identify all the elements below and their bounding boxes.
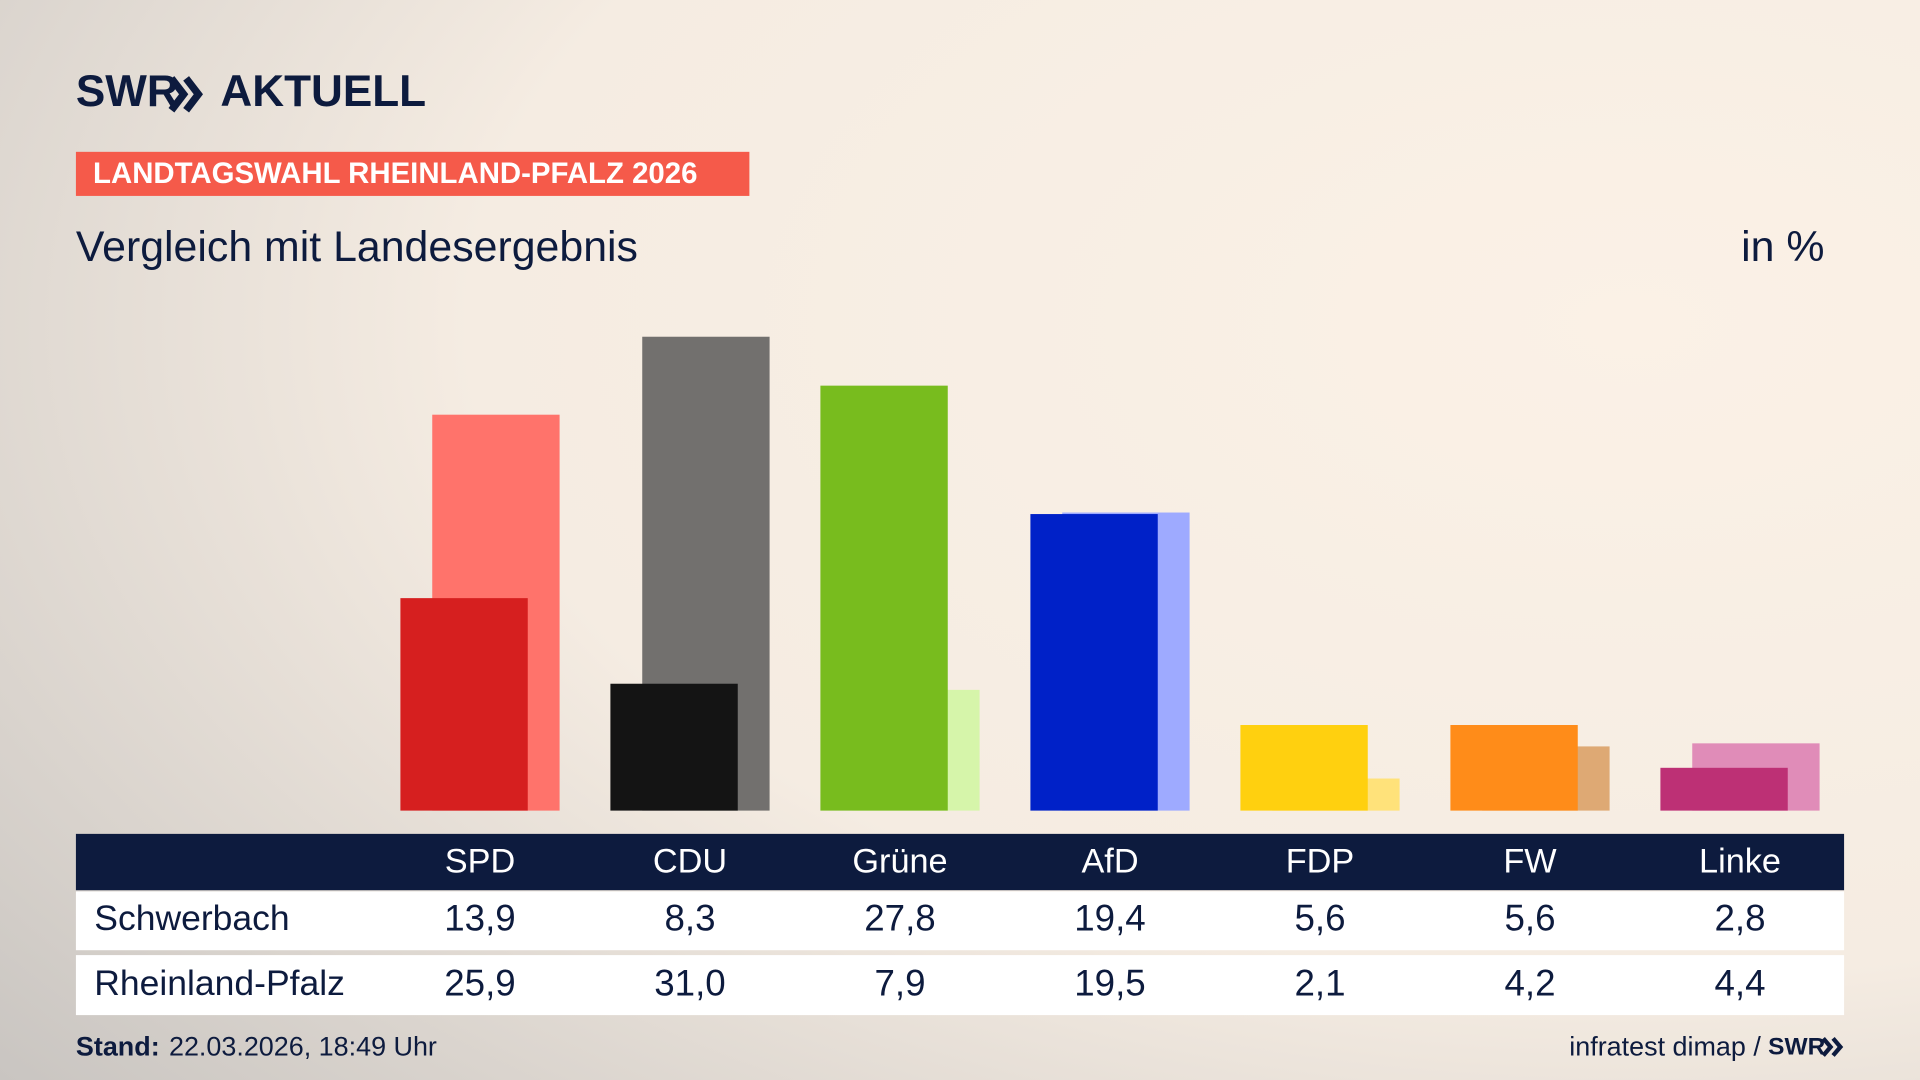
value-label: 4,2 [1504,962,1555,1003]
column-header: Linke [1699,842,1781,880]
logo-chevrons [168,76,204,113]
logo-product: AKTUELL [220,67,426,116]
logo-brand: SWR [76,67,179,116]
column-header: Grüne [852,842,947,880]
column-header: CDU [653,842,727,880]
value-label: 5,6 [1294,898,1345,939]
value-label: 2,1 [1294,962,1345,1003]
banner-bg [75,151,750,196]
bar [1660,767,1788,811]
value-label: 19,4 [1074,898,1145,939]
column-header: FW [1503,842,1557,880]
footer-chevrons [1821,1036,1844,1057]
footer-stand-label: Stand: [76,1031,160,1061]
value-label: 25,9 [444,962,515,1003]
value-label: 5,6 [1504,898,1555,939]
table-header [75,833,1845,891]
column-header: FDP [1286,842,1355,880]
value-label: 27,8 [864,898,935,939]
bar [400,598,528,811]
table-row [75,891,1845,951]
banner: LANDTAGSWAHL RHEINLAND-PFALZ 2026 [93,157,697,190]
bar [820,385,948,811]
column-header: SPD [445,842,515,880]
bar [1030,514,1158,811]
value-label: 19,5 [1074,962,1145,1003]
row-label: Schwerbach [94,898,289,938]
bar [610,683,738,811]
row-label: Rheinland-Pfalz [94,963,345,1003]
value-label: 31,0 [654,962,725,1003]
bar [1450,725,1578,811]
value-label: 13,9 [444,898,515,939]
value-label: 7,9 [874,962,925,1003]
column-header: AfD [1081,842,1138,880]
unit-label: in % [1741,223,1824,271]
table-row [75,955,1845,1016]
value-label: 4,4 [1714,962,1765,1003]
value-label: 8,3 [664,898,715,939]
value-label: 2,8 [1714,898,1765,939]
chart-title: Vergleich mit Landesergebnis [76,223,638,271]
footer-brand: SWR [1768,1034,1825,1061]
bar [1240,725,1368,811]
footer-stand: 22.03.2026, 18:49 Uhr [169,1031,437,1061]
footer-source: infratest dimap / [1569,1031,1761,1061]
